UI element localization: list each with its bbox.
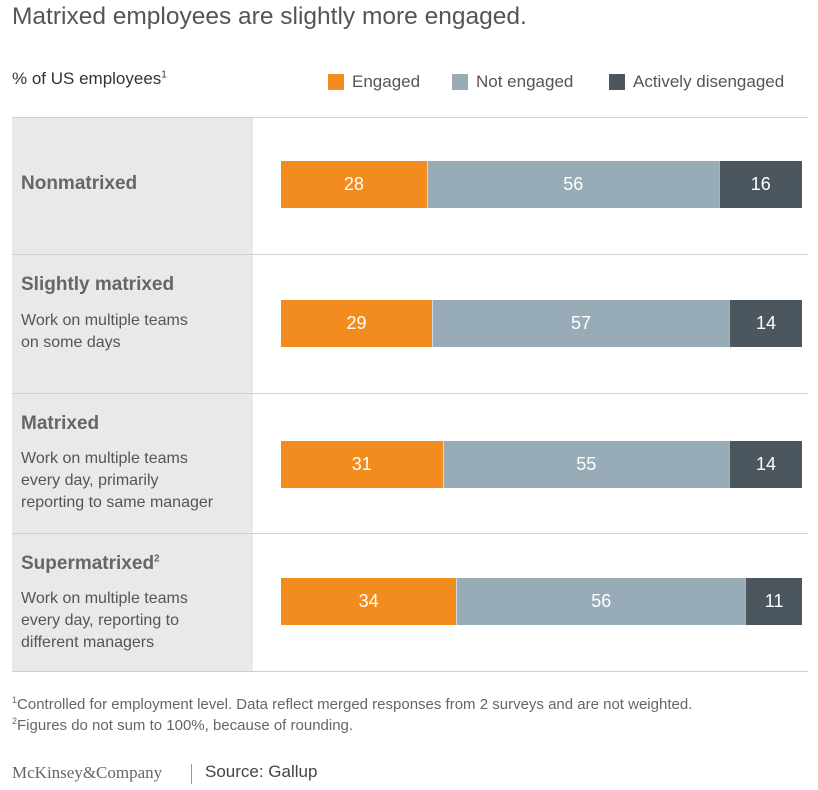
footnote-text: Figures do not sum to 100%, because of r… <box>17 717 354 734</box>
divider <box>12 533 808 534</box>
row-title-nonmatrixed: Nonmatrixed <box>21 173 137 195</box>
row-title-matrixed: Matrixed <box>21 413 99 435</box>
bar-slightly-matrixed-not-engaged: 57 <box>432 300 730 347</box>
data-label: 31 <box>351 454 372 474</box>
footnote-2: 2Figures do not sum to 100%, because of … <box>12 716 354 735</box>
legend-swatch-not-engaged <box>452 74 468 90</box>
divider <box>12 393 808 394</box>
data-label: 56 <box>563 174 584 194</box>
bar-supermatrixed-engaged: 34 <box>281 578 457 625</box>
bar-supermatrixed-not-engaged: 56 <box>456 578 746 625</box>
row-title-text: Supermatrixed <box>21 553 155 574</box>
row-title-text: Nonmatrixed <box>21 173 138 194</box>
footnote-mark: 2 <box>12 716 18 726</box>
bar-supermatrixed-actively-disengaged: 11 <box>745 578 802 625</box>
data-label: 11 <box>764 591 784 611</box>
data-label: 28 <box>343 174 364 194</box>
divider <box>12 254 808 255</box>
legend-item-not-engaged: Not engaged <box>452 71 573 93</box>
row-panel-supermatrixed <box>12 534 253 671</box>
divider <box>12 671 808 672</box>
footnote-text: Controlled for employment level. Data re… <box>17 696 693 713</box>
footnote-1: 1Controlled for employment level. Data r… <box>12 695 693 714</box>
source-label: Source: Gallup <box>205 762 318 781</box>
data-label: 16 <box>750 174 771 194</box>
data-label: 56 <box>591 591 612 611</box>
row-panel-nonmatrixed <box>12 118 253 254</box>
legend-swatch-actively-disengaged <box>609 74 625 90</box>
footer-separator <box>191 764 192 784</box>
row-title-supermatrixed: Supermatrixed2 <box>21 553 160 575</box>
unit-label: % of US employees1 <box>12 69 167 89</box>
divider <box>12 117 808 118</box>
legend-swatch-engaged <box>328 74 344 90</box>
legend-label-actively-disengaged: Actively disengaged <box>633 72 785 91</box>
data-label: 14 <box>756 313 777 333</box>
legend-item-engaged: Engaged <box>328 71 420 93</box>
data-label: 57 <box>571 313 592 333</box>
legend-label-not-engaged: Not engaged <box>476 72 574 91</box>
unit-label-text: % of US employees <box>12 69 162 88</box>
row-desc-slightly-matrixed: Work on multiple teams on some days <box>21 312 188 351</box>
data-label: 29 <box>346 313 367 333</box>
row-title-text: Matrixed <box>21 413 100 434</box>
row-panel-slightly-matrixed <box>12 255 253 393</box>
bar-nonmatrixed-engaged: 28 <box>281 161 427 208</box>
row-panel-matrixed <box>12 394 253 533</box>
chart-title: Matrixed employees are slightly more eng… <box>12 3 527 30</box>
bar-slightly-matrixed-actively-disengaged: 14 <box>729 300 802 347</box>
footnote-mark: 1 <box>12 695 18 705</box>
bar-nonmatrixed-not-engaged: 56 <box>426 161 719 208</box>
bar-matrixed-not-engaged: 55 <box>442 441 730 488</box>
bar-nonmatrixed-actively-disengaged: 16 <box>718 161 802 208</box>
row-desc-supermatrixed: Work on multiple teams every day, report… <box>21 590 188 651</box>
row-desc-matrixed: Work on multiple teams every day, primar… <box>21 450 214 511</box>
legend-label-engaged: Engaged <box>352 72 421 91</box>
brand-logo: McKinsey&Company <box>12 763 163 782</box>
row-title-text: Slightly matrixed <box>21 274 175 295</box>
row-title-slightly-matrixed: Slightly matrixed <box>21 274 174 296</box>
bar-slightly-matrixed-engaged: 29 <box>281 300 433 347</box>
bar-matrixed-engaged: 31 <box>281 441 443 488</box>
unit-footnote-mark: 1 <box>161 69 167 81</box>
data-label: 14 <box>756 454 777 474</box>
bar-matrixed-actively-disengaged: 14 <box>729 441 802 488</box>
row-footnote-mark: 2 <box>154 553 160 565</box>
data-label: 34 <box>358 591 379 611</box>
data-label: 55 <box>576 454 597 474</box>
legend-item-actively-disengaged: Actively disengaged <box>609 71 784 93</box>
